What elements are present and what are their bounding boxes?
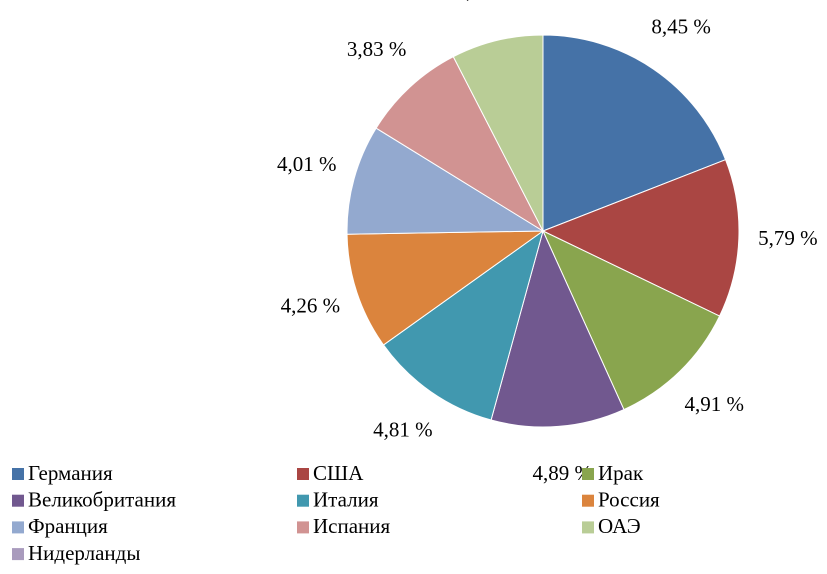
data-label: 4,81 % — [373, 418, 433, 442]
legend-swatch — [582, 521, 594, 534]
legend-label: Италия — [313, 488, 379, 512]
legend-swatch — [12, 548, 24, 561]
legend-swatch — [12, 468, 24, 480]
pie-slice — [382, 229, 544, 421]
legend-swatch — [297, 521, 309, 534]
legend-swatch — [12, 494, 24, 507]
pie-slice — [541, 229, 721, 411]
legend-label: Нидерланды — [28, 541, 140, 565]
pie-slice — [346, 230, 545, 346]
legend-label: Франция — [28, 514, 108, 538]
legend-label: Ирак — [598, 461, 644, 485]
legend-label: Испания — [313, 514, 391, 538]
legend-label: Великобритания — [28, 488, 176, 512]
pie-slice — [346, 127, 545, 235]
pie-slice — [541, 159, 740, 317]
pie-slice — [490, 229, 625, 428]
data-label: 5,79 % — [758, 226, 818, 250]
pie-slice — [542, 34, 727, 232]
legend-label: Россия — [598, 488, 660, 512]
data-label: 3,83 % — [347, 37, 407, 61]
data-label: 8,45 % — [651, 15, 711, 39]
pie-slice — [375, 56, 545, 233]
legend-swatch — [12, 521, 24, 534]
data-label: 4,91 % — [684, 392, 744, 416]
legend-swatch — [582, 494, 594, 507]
data-label: 4,01 % — [277, 152, 337, 176]
legend-label: США — [313, 461, 364, 485]
legend-swatch — [297, 494, 309, 507]
legend-label: ОАЭ — [598, 514, 641, 538]
data-label: 4,26 % — [281, 294, 341, 318]
legend-swatch — [297, 468, 309, 480]
data-label: 3,35 % — [456, 0, 516, 3]
legend-label: Германия — [28, 461, 113, 485]
legend-swatch — [582, 468, 594, 480]
pie-slice — [452, 34, 544, 232]
